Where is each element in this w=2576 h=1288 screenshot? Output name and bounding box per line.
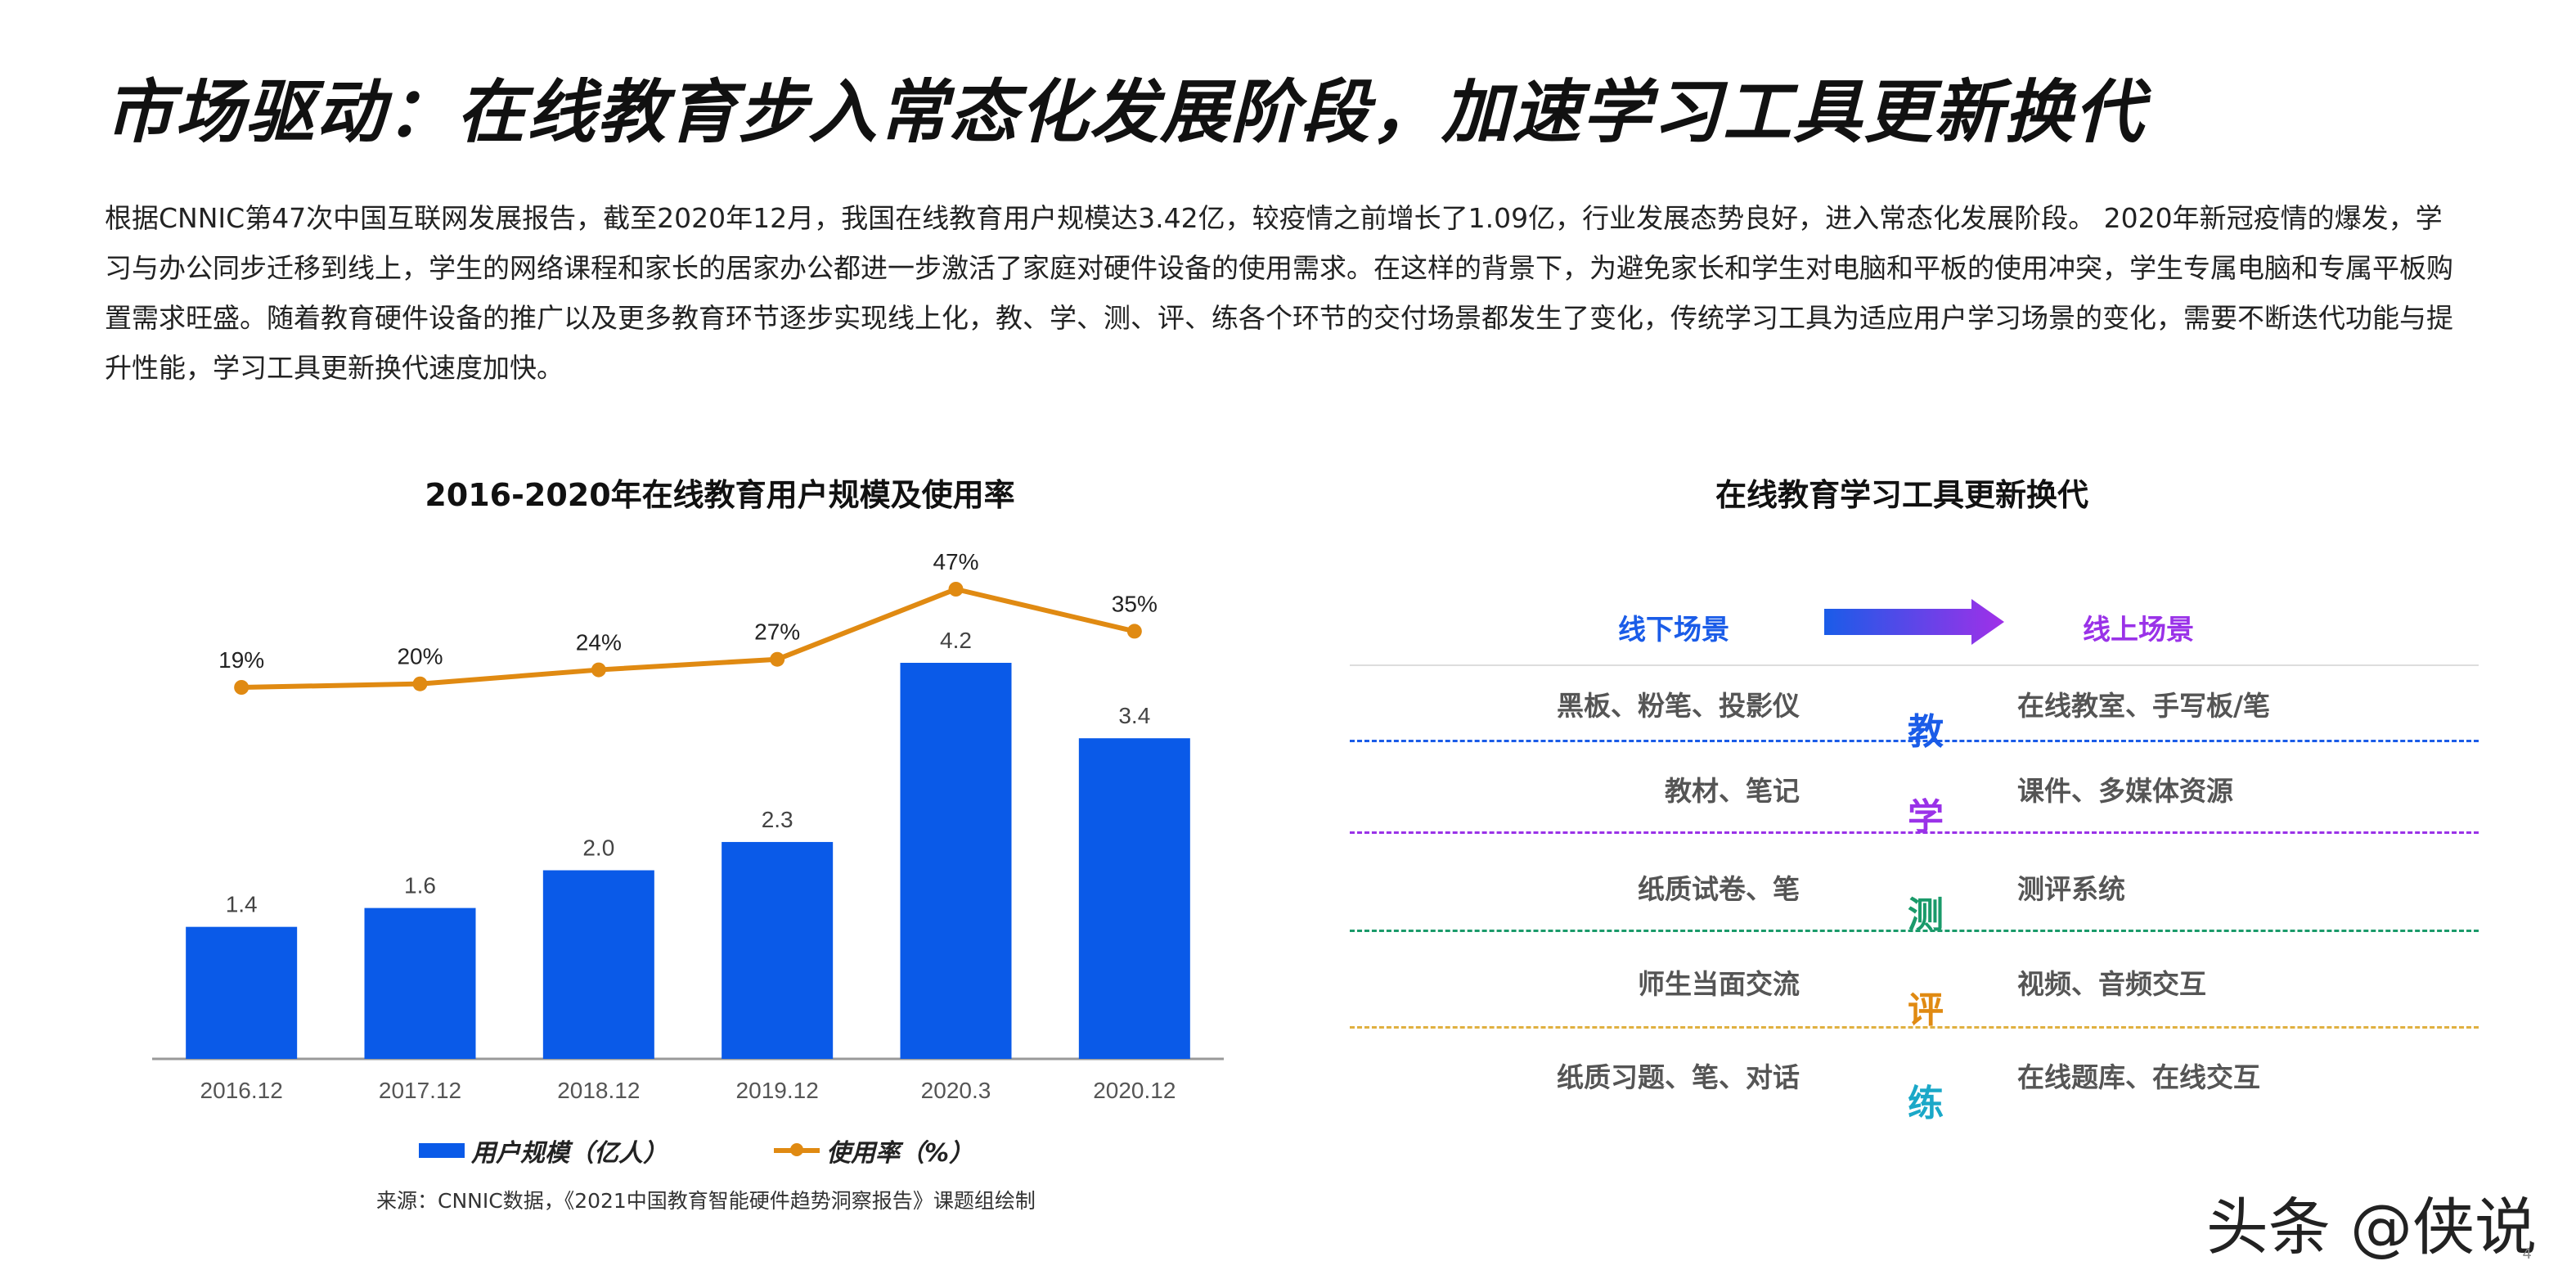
- rate-point: [770, 651, 785, 667]
- online-scene-cell: 课件、多媒体资源: [2017, 775, 2233, 807]
- x-tick-label: 2020.12: [1093, 1078, 1176, 1103]
- rate-point: [591, 662, 606, 678]
- offline-scene-cell: 纸质习题、笔、对话: [1557, 1061, 1800, 1093]
- stage-label: 评: [1908, 989, 1944, 1031]
- user-scale-chart: 1.4 2016.12 1.6 2017.12 2.0 2018.12 2.3 2019.12…: [152, 549, 1224, 1103]
- row-divider: [1350, 740, 2479, 742]
- rate-value-label: 27%: [754, 619, 800, 645]
- table-row: 师生当面交流评 视频、音频交互: [1350, 962, 2479, 1044]
- rate-value-label: 24%: [576, 630, 622, 655]
- legend-label-bar: 用户规模（亿人）: [471, 1139, 668, 1168]
- x-tick-label: 2017.12: [379, 1078, 461, 1103]
- offline-scene-cell: 黑板、粉笔、投影仪: [1557, 690, 1800, 722]
- stage-label: 练: [1908, 1083, 1944, 1124]
- bar-value-label: 4.2: [940, 628, 972, 653]
- table-row: 黑板、粉笔、投影仪教 在线教室、手写板/笔: [1350, 684, 2479, 766]
- right-arrow-icon: [1824, 599, 2004, 645]
- bar-2020.12: [1078, 738, 1190, 1059]
- x-tick-label: 2018.12: [557, 1078, 640, 1103]
- online-scene-cell: 测评系统: [2017, 873, 2125, 905]
- watermark: 头条 @侠说: [2205, 1191, 2537, 1263]
- offline-scene-cell: 师生当面交流: [1638, 968, 1800, 1000]
- legend-item-line: 使用率（%）: [774, 1133, 973, 1169]
- row-divider: [1350, 930, 2479, 932]
- online-scene-cell: 视频、音频交互: [2017, 968, 2206, 1000]
- legend-swatch-bar: [419, 1143, 465, 1158]
- rate-value-label: 20%: [397, 644, 443, 669]
- legend-swatch-line: [774, 1143, 820, 1156]
- row-divider: [1350, 1026, 2479, 1029]
- table-row: 纸质试卷、笔测 测评系统: [1350, 867, 2479, 949]
- online-header: 线上场景: [2083, 614, 2194, 646]
- online-scene-cell: 在线题库、在线交互: [2017, 1061, 2260, 1093]
- page-title: 市场驱动：在线教育步入常态化发展阶段，加速学习工具更新换代: [105, 72, 2146, 152]
- intro-paragraph: 根据CNNIC第47次中国互联网发展报告，截至2020年12月，我国在线教育用户…: [105, 202, 2453, 384]
- table-title: 在线教育学习工具更新换代: [1715, 477, 2089, 513]
- bar-value-label: 2.0: [582, 835, 614, 861]
- rate-point: [234, 680, 250, 695]
- table-row: 教材、笔记学 课件、多媒体资源: [1350, 769, 2479, 851]
- offline-scene-cell: 纸质试卷、笔: [1638, 873, 1800, 905]
- stage-label: 测: [1908, 894, 1944, 936]
- row-divider: [1350, 831, 2479, 834]
- page-number: 4: [2522, 1245, 2532, 1263]
- bar-2016.12: [186, 926, 298, 1059]
- x-tick-label: 2020.3: [921, 1078, 991, 1103]
- table-row: 纸质习题、笔、对话练 在线题库、在线交互: [1350, 1056, 2479, 1137]
- x-tick-label: 2016.12: [200, 1078, 283, 1103]
- bar-value-label: 3.4: [1118, 703, 1150, 728]
- offline-scene-cell: 教材、笔记: [1665, 775, 1800, 807]
- bar-2019.12: [722, 841, 834, 1059]
- bar-2018.12: [542, 870, 654, 1059]
- offline-header: 线下场景: [1618, 614, 1729, 646]
- bar-value-label: 1.6: [404, 873, 436, 898]
- rate-point: [1126, 624, 1142, 639]
- rate-value-label: 35%: [1112, 591, 1158, 616]
- chart-source: 来源：CNNIC数据，《2021中国教育智能硬件趋势洞察报告》课题组绘制: [376, 1189, 1036, 1213]
- rate-point: [412, 676, 428, 691]
- bar-2020.3: [900, 663, 1012, 1059]
- stage-label: 学: [1908, 796, 1944, 838]
- rate-value-label: 19%: [218, 647, 264, 673]
- online-scene-cell: 在线教室、手写板/笔: [2017, 690, 2271, 722]
- table-header-line: [1350, 664, 2479, 666]
- rate-point: [948, 582, 964, 597]
- rate-value-label: 47%: [933, 549, 978, 574]
- legend-label-line: 使用率（%）: [826, 1139, 974, 1168]
- chart-legend: 用户规模（亿人） 使用率（%）: [419, 1133, 973, 1169]
- x-tick-label: 2019.12: [736, 1078, 819, 1103]
- rate-line: [241, 587, 1135, 690]
- bar-value-label: 2.3: [762, 807, 793, 832]
- chart-title: 2016-2020年在线教育用户规模及使用率: [425, 477, 1015, 513]
- bar-2017.12: [364, 907, 476, 1059]
- stage-label: 教: [1908, 711, 1944, 753]
- bar-value-label: 1.4: [226, 892, 258, 917]
- legend-item-bar: 用户规模（亿人）: [419, 1133, 668, 1169]
